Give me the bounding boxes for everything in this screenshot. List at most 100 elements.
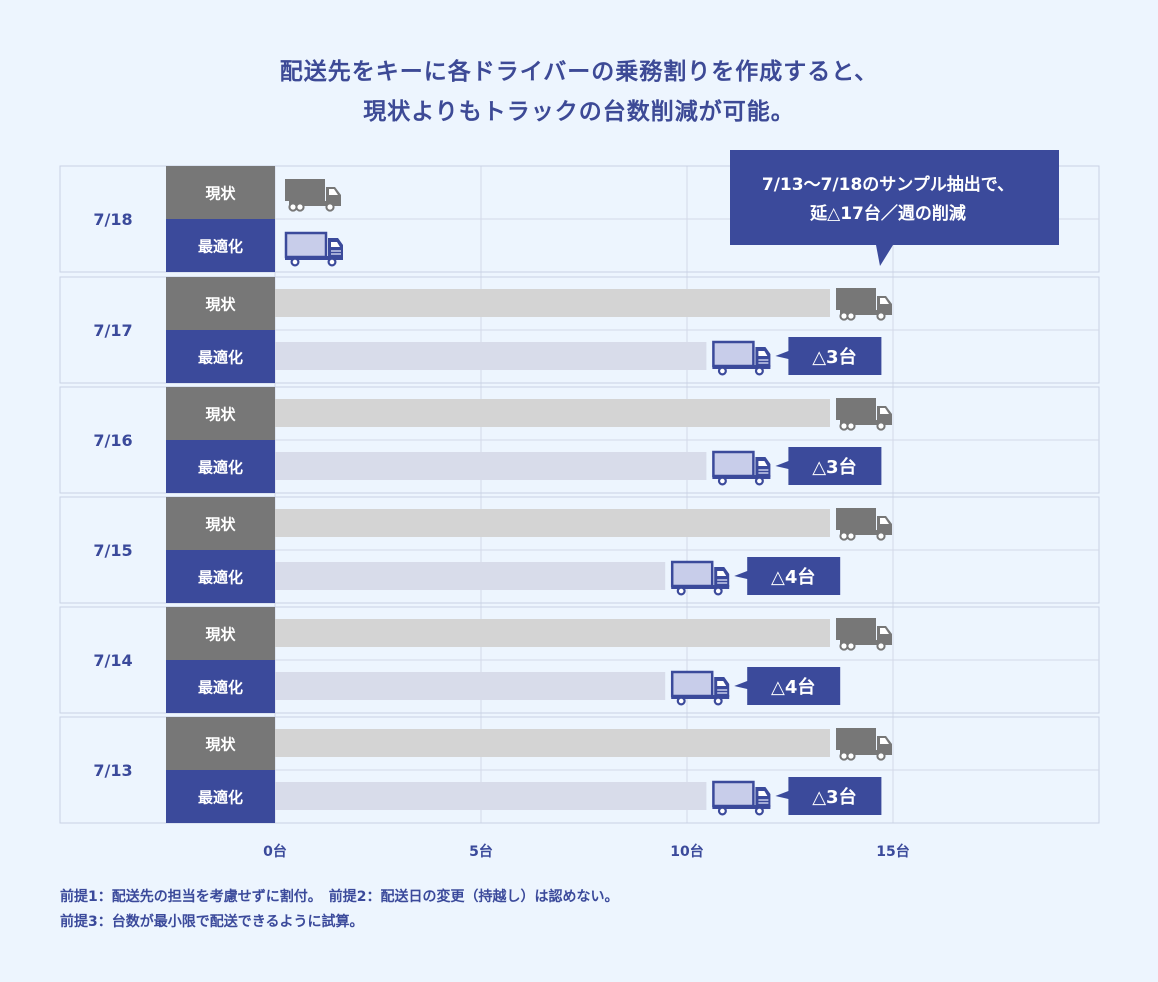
- truck-cargo: [712, 340, 755, 368]
- truck-wheel: [295, 202, 305, 212]
- date-label: 7/16: [93, 431, 132, 450]
- truck-stripes: [758, 359, 769, 364]
- truck-cargo: [836, 288, 876, 310]
- truck-wheel: [754, 806, 764, 816]
- truck-cargo: [836, 508, 876, 530]
- truck-window: [880, 298, 889, 304]
- truck-wheel: [876, 641, 886, 651]
- series-label: 現状: [205, 516, 236, 534]
- truck-wheel: [846, 421, 856, 431]
- truck-stripes: [717, 689, 728, 694]
- chart-title-line2: 現状よりもトラックの台数削減が可能。: [363, 99, 795, 125]
- series-label-cell: [166, 717, 275, 770]
- series-label-cell: [166, 770, 275, 823]
- series-label-cell: [166, 387, 275, 440]
- truck-current-icon: [836, 398, 892, 431]
- truck-optimized-icon: [670, 670, 730, 706]
- truck-stripes: [758, 469, 769, 474]
- truck-window: [880, 408, 889, 414]
- series-label: 現状: [205, 626, 236, 644]
- series-label-cell: [166, 660, 275, 713]
- annotation-callout: [730, 150, 1059, 266]
- bar-optimized: [275, 672, 666, 700]
- truck-cargo: [670, 670, 714, 698]
- truck-cab: [714, 567, 730, 587]
- bar-optimized: [275, 782, 707, 810]
- delta-label: △4台: [771, 676, 815, 698]
- truck-cargo: [712, 450, 755, 478]
- truck-window: [758, 461, 768, 466]
- truck-cargo: [712, 780, 755, 808]
- truck-wheel: [846, 751, 856, 761]
- truck-chassis: [671, 695, 730, 699]
- truck-wheel: [290, 257, 300, 267]
- series-label: 最適化: [198, 789, 243, 807]
- series-label: 最適化: [198, 679, 243, 697]
- truck-wheel: [876, 311, 886, 321]
- truck-wheel: [876, 421, 886, 431]
- series-label-cell: [166, 497, 275, 550]
- truck-window: [758, 351, 768, 356]
- date-label: 7/15: [93, 541, 132, 560]
- x-tick-label: 5台: [469, 843, 493, 860]
- truck-cargo: [836, 398, 876, 420]
- series-label: 現状: [205, 185, 236, 203]
- truck-window: [758, 791, 768, 796]
- delta-badge: [775, 777, 882, 815]
- truck-cargo: [836, 618, 876, 640]
- series-label: 現状: [205, 296, 236, 314]
- series-label: 現状: [205, 736, 236, 754]
- bar-current: [275, 399, 830, 427]
- bar-optimized: [275, 562, 666, 590]
- series-label-cell: [166, 277, 275, 330]
- date-label: 7/18: [93, 210, 132, 229]
- chart-title-line1: 配送先をキーに各ドライバーの乗務割りを作成すると、: [279, 59, 879, 85]
- truck-wheel: [676, 696, 686, 706]
- series-label-cell: [166, 550, 275, 603]
- truck-chassis: [285, 256, 343, 260]
- series-label: 現状: [205, 406, 236, 424]
- x-tick-label: 15台: [876, 843, 909, 860]
- delta-label: △3台: [812, 456, 856, 478]
- truck-window: [329, 189, 338, 195]
- truck-optimized-icon: [712, 450, 771, 486]
- series-label-cell: [166, 166, 275, 219]
- truck-chassis: [712, 475, 771, 479]
- truck-wheel: [713, 696, 723, 706]
- annotation-line2: 延△17台／週の削減: [809, 203, 966, 224]
- truck-cab: [328, 238, 343, 258]
- truck-cargo: [284, 231, 328, 259]
- truck-window: [331, 242, 340, 247]
- truck-window: [717, 571, 727, 576]
- truck-current-icon: [836, 508, 892, 541]
- truck-chassis: [712, 365, 771, 369]
- truck-window: [717, 681, 727, 686]
- truck-wheel: [717, 476, 727, 486]
- bar-optimized: [275, 342, 707, 370]
- truck-wheel: [717, 806, 727, 816]
- truck-cab: [755, 787, 771, 807]
- truck-current-icon: [836, 618, 892, 651]
- truck-cargo: [285, 179, 325, 201]
- truck-wheel: [846, 641, 856, 651]
- bar-current: [275, 729, 830, 757]
- truck-chassis: [289, 201, 341, 206]
- truck-wheel: [717, 366, 727, 376]
- truck-window: [880, 518, 889, 524]
- truck-optimized-icon: [712, 780, 771, 816]
- truck-wheel: [876, 751, 886, 761]
- truck-window: [880, 738, 889, 744]
- bar-current: [275, 619, 830, 647]
- truck-chassis: [840, 420, 892, 425]
- truck-chassis: [840, 530, 892, 535]
- truck-optimized-icon: [712, 340, 771, 376]
- truck-chassis: [712, 805, 771, 809]
- truck-wheel: [754, 476, 764, 486]
- delta-badge: [734, 557, 841, 595]
- series-label-cell: [166, 440, 275, 493]
- truck-stripes: [758, 799, 769, 804]
- delta-label: △4台: [771, 566, 815, 588]
- truck-wheel: [876, 531, 886, 541]
- truck-cargo: [670, 560, 714, 588]
